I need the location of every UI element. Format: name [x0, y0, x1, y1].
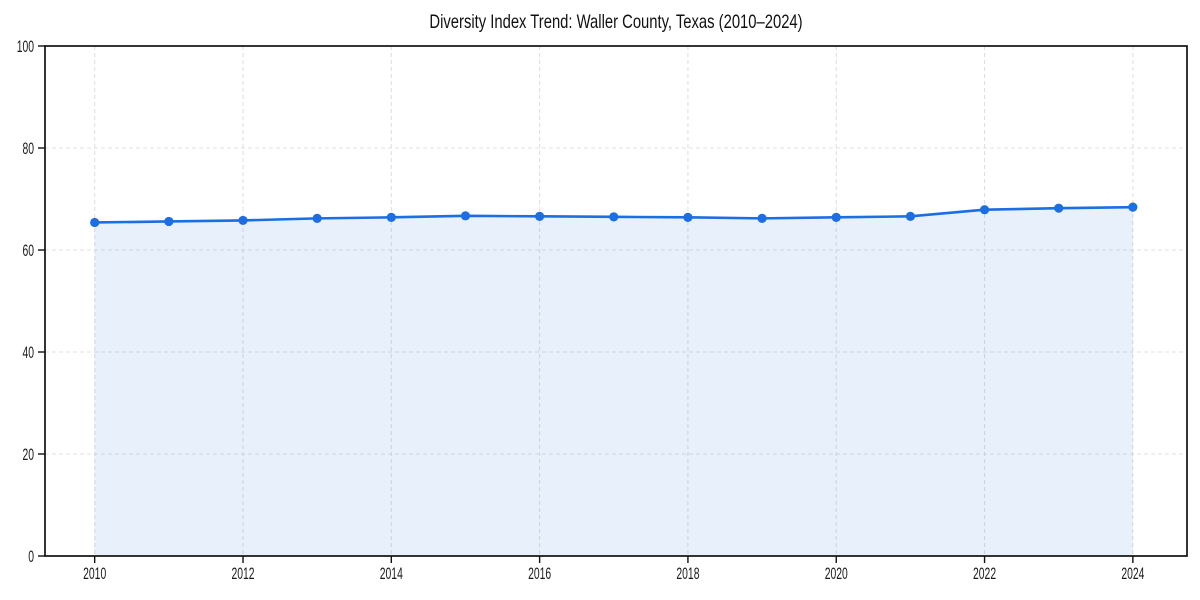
data-point-2010 [90, 217, 100, 228]
x-tick-label-2014: 2014 [380, 563, 403, 582]
data-point-2023 [1054, 203, 1064, 213]
y-tick-label-80: 80 [22, 138, 34, 157]
x-tick-label-2024: 2024 [1121, 563, 1144, 582]
x-tick-label-2010: 2010 [83, 563, 106, 582]
y-tick-label-40: 40 [22, 342, 34, 361]
x-tick-label-2018: 2018 [676, 563, 699, 582]
y-tick-label-100: 100 [17, 36, 34, 55]
data-point-2021 [905, 211, 915, 221]
data-point-2024 [1128, 202, 1138, 212]
data-point-2018 [683, 212, 693, 222]
chart-title: Diversity Index Trend: Waller County, Te… [429, 11, 802, 32]
data-point-2012 [238, 215, 248, 226]
data-point-2022 [979, 205, 990, 215]
data-point-2015 [460, 211, 471, 221]
x-tick-label-2020: 2020 [825, 563, 848, 582]
data-point-2017 [609, 212, 619, 222]
data-point-2013 [312, 213, 322, 223]
y-tick-label-20: 20 [22, 444, 34, 463]
data-point-2019 [757, 213, 767, 223]
data-point-2011 [164, 216, 174, 227]
axes-border [44, 45, 1188, 557]
data-point-2020 [831, 212, 841, 222]
y-tick-label-0: 0 [28, 546, 34, 565]
data-point-2014 [386, 212, 396, 222]
x-tick-label-2012: 2012 [231, 563, 254, 582]
data-point-2016 [535, 211, 545, 221]
y-tick-label-60: 60 [22, 240, 34, 259]
area-fill [94, 207, 1133, 556]
x-tick-label-2016: 2016 [528, 563, 551, 582]
plot-area: 2010 2012 2014 2016 2018 2020 2022 2024 0 20 40 60 8… [17, 36, 1188, 583]
x-tick-label-2022: 2022 [973, 563, 996, 582]
